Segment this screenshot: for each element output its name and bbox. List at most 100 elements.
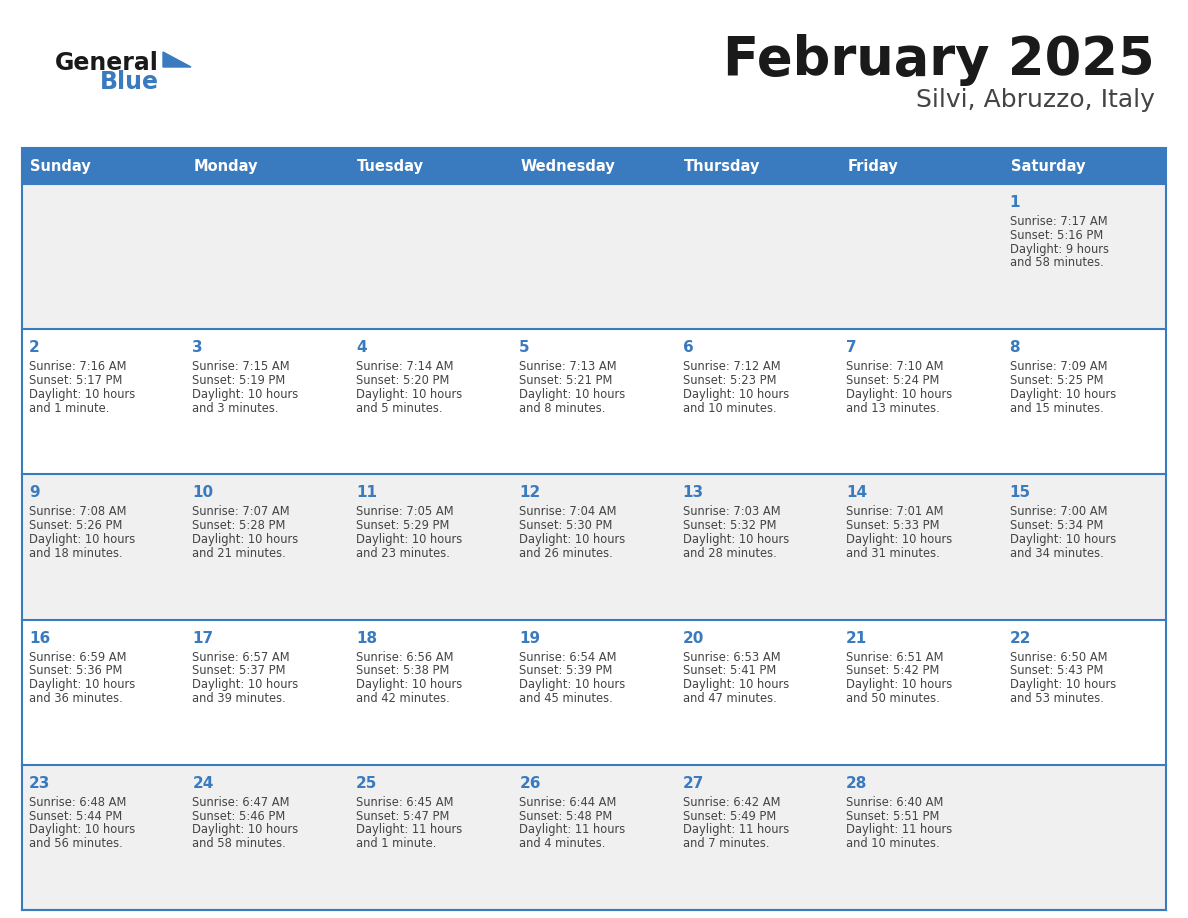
Bar <box>23 765 1165 910</box>
Text: Saturday: Saturday <box>1011 159 1085 174</box>
Text: 9: 9 <box>29 486 39 500</box>
Text: and 56 minutes.: and 56 minutes. <box>29 837 122 850</box>
Text: Sunset: 5:39 PM: Sunset: 5:39 PM <box>519 665 613 677</box>
Text: Sunrise: 6:48 AM: Sunrise: 6:48 AM <box>29 796 126 809</box>
Text: 15: 15 <box>1010 486 1031 500</box>
Text: and 23 minutes.: and 23 minutes. <box>356 547 450 560</box>
Text: Thursday: Thursday <box>684 159 760 174</box>
Text: Sunset: 5:49 PM: Sunset: 5:49 PM <box>683 810 776 823</box>
Text: Daylight: 10 hours: Daylight: 10 hours <box>519 533 626 546</box>
Text: Sunset: 5:32 PM: Sunset: 5:32 PM <box>683 520 776 532</box>
Text: Sunset: 5:28 PM: Sunset: 5:28 PM <box>192 520 286 532</box>
Text: Sunrise: 7:12 AM: Sunrise: 7:12 AM <box>683 360 781 374</box>
Text: Daylight: 10 hours: Daylight: 10 hours <box>192 387 298 401</box>
Text: Sunset: 5:47 PM: Sunset: 5:47 PM <box>356 810 449 823</box>
Text: Daylight: 10 hours: Daylight: 10 hours <box>683 678 789 691</box>
Text: 23: 23 <box>29 776 50 790</box>
Text: 18: 18 <box>356 631 377 645</box>
Text: Sunset: 5:26 PM: Sunset: 5:26 PM <box>29 520 122 532</box>
Text: 1: 1 <box>1010 195 1020 210</box>
Text: Sunrise: 7:00 AM: Sunrise: 7:00 AM <box>1010 506 1107 519</box>
Text: and 3 minutes.: and 3 minutes. <box>192 401 279 415</box>
Text: 21: 21 <box>846 631 867 645</box>
Text: Sunset: 5:30 PM: Sunset: 5:30 PM <box>519 520 613 532</box>
Text: 13: 13 <box>683 486 703 500</box>
Bar <box>23 475 1165 620</box>
Polygon shape <box>163 52 191 67</box>
Text: Sunrise: 6:51 AM: Sunrise: 6:51 AM <box>846 651 943 664</box>
Text: Sunset: 5:44 PM: Sunset: 5:44 PM <box>29 810 122 823</box>
Text: Sunset: 5:17 PM: Sunset: 5:17 PM <box>29 374 122 387</box>
Bar <box>23 184 1165 330</box>
Bar <box>23 330 1165 475</box>
Text: Daylight: 10 hours: Daylight: 10 hours <box>846 533 953 546</box>
Text: and 7 minutes.: and 7 minutes. <box>683 837 769 850</box>
Text: and 31 minutes.: and 31 minutes. <box>846 547 940 560</box>
Text: Sunrise: 7:17 AM: Sunrise: 7:17 AM <box>1010 215 1107 228</box>
Text: Daylight: 10 hours: Daylight: 10 hours <box>1010 387 1116 401</box>
Text: Sunset: 5:33 PM: Sunset: 5:33 PM <box>846 520 940 532</box>
Text: Daylight: 10 hours: Daylight: 10 hours <box>519 678 626 691</box>
Text: Sunrise: 6:50 AM: Sunrise: 6:50 AM <box>1010 651 1107 664</box>
Text: and 21 minutes.: and 21 minutes. <box>192 547 286 560</box>
Text: 19: 19 <box>519 631 541 645</box>
Text: Sunrise: 6:45 AM: Sunrise: 6:45 AM <box>356 796 454 809</box>
Text: 3: 3 <box>192 341 203 355</box>
Text: Sunset: 5:34 PM: Sunset: 5:34 PM <box>1010 520 1102 532</box>
Text: Sunset: 5:38 PM: Sunset: 5:38 PM <box>356 665 449 677</box>
Text: and 26 minutes.: and 26 minutes. <box>519 547 613 560</box>
Text: 16: 16 <box>29 631 50 645</box>
Text: and 45 minutes.: and 45 minutes. <box>519 692 613 705</box>
Text: 27: 27 <box>683 776 704 790</box>
Text: 12: 12 <box>519 486 541 500</box>
Text: and 1 minute.: and 1 minute. <box>356 837 436 850</box>
Text: Sunset: 5:19 PM: Sunset: 5:19 PM <box>192 374 285 387</box>
Text: Daylight: 10 hours: Daylight: 10 hours <box>29 678 135 691</box>
Text: Daylight: 10 hours: Daylight: 10 hours <box>519 387 626 401</box>
Text: Friday: Friday <box>847 159 898 174</box>
Text: Sunrise: 6:53 AM: Sunrise: 6:53 AM <box>683 651 781 664</box>
Text: Daylight: 11 hours: Daylight: 11 hours <box>846 823 953 836</box>
Text: and 34 minutes.: and 34 minutes. <box>1010 547 1104 560</box>
Text: Sunrise: 6:47 AM: Sunrise: 6:47 AM <box>192 796 290 809</box>
Text: and 5 minutes.: and 5 minutes. <box>356 401 442 415</box>
Text: and 36 minutes.: and 36 minutes. <box>29 692 122 705</box>
Text: and 13 minutes.: and 13 minutes. <box>846 401 940 415</box>
Text: 10: 10 <box>192 486 214 500</box>
Text: Sunrise: 6:44 AM: Sunrise: 6:44 AM <box>519 796 617 809</box>
Text: Sunset: 5:51 PM: Sunset: 5:51 PM <box>846 810 940 823</box>
Text: and 53 minutes.: and 53 minutes. <box>1010 692 1104 705</box>
Text: Daylight: 10 hours: Daylight: 10 hours <box>683 533 789 546</box>
Text: 17: 17 <box>192 631 214 645</box>
Text: Daylight: 10 hours: Daylight: 10 hours <box>356 387 462 401</box>
Text: and 15 minutes.: and 15 minutes. <box>1010 401 1104 415</box>
Text: Daylight: 10 hours: Daylight: 10 hours <box>683 387 789 401</box>
Text: and 4 minutes.: and 4 minutes. <box>519 837 606 850</box>
Text: Sunrise: 7:13 AM: Sunrise: 7:13 AM <box>519 360 617 374</box>
Text: Sunset: 5:48 PM: Sunset: 5:48 PM <box>519 810 613 823</box>
Text: Daylight: 10 hours: Daylight: 10 hours <box>846 387 953 401</box>
Text: Daylight: 10 hours: Daylight: 10 hours <box>356 678 462 691</box>
Text: Daylight: 10 hours: Daylight: 10 hours <box>29 533 135 546</box>
Text: 14: 14 <box>846 486 867 500</box>
Text: Sunrise: 7:07 AM: Sunrise: 7:07 AM <box>192 506 290 519</box>
Text: and 28 minutes.: and 28 minutes. <box>683 547 777 560</box>
Text: Silvi, Abruzzo, Italy: Silvi, Abruzzo, Italy <box>916 88 1155 112</box>
Text: Daylight: 11 hours: Daylight: 11 hours <box>683 823 789 836</box>
Text: 8: 8 <box>1010 341 1020 355</box>
Text: Sunrise: 7:05 AM: Sunrise: 7:05 AM <box>356 506 454 519</box>
Text: 28: 28 <box>846 776 867 790</box>
Text: and 8 minutes.: and 8 minutes. <box>519 401 606 415</box>
Text: and 10 minutes.: and 10 minutes. <box>683 401 776 415</box>
Text: 24: 24 <box>192 776 214 790</box>
Text: Sunrise: 7:10 AM: Sunrise: 7:10 AM <box>846 360 943 374</box>
Text: Sunset: 5:37 PM: Sunset: 5:37 PM <box>192 665 286 677</box>
Text: and 18 minutes.: and 18 minutes. <box>29 547 122 560</box>
Bar <box>23 620 1165 765</box>
Text: 26: 26 <box>519 776 541 790</box>
Text: and 10 minutes.: and 10 minutes. <box>846 837 940 850</box>
Text: Sunset: 5:23 PM: Sunset: 5:23 PM <box>683 374 776 387</box>
Text: Daylight: 11 hours: Daylight: 11 hours <box>519 823 626 836</box>
Text: Daylight: 10 hours: Daylight: 10 hours <box>356 533 462 546</box>
Text: and 42 minutes.: and 42 minutes. <box>356 692 449 705</box>
